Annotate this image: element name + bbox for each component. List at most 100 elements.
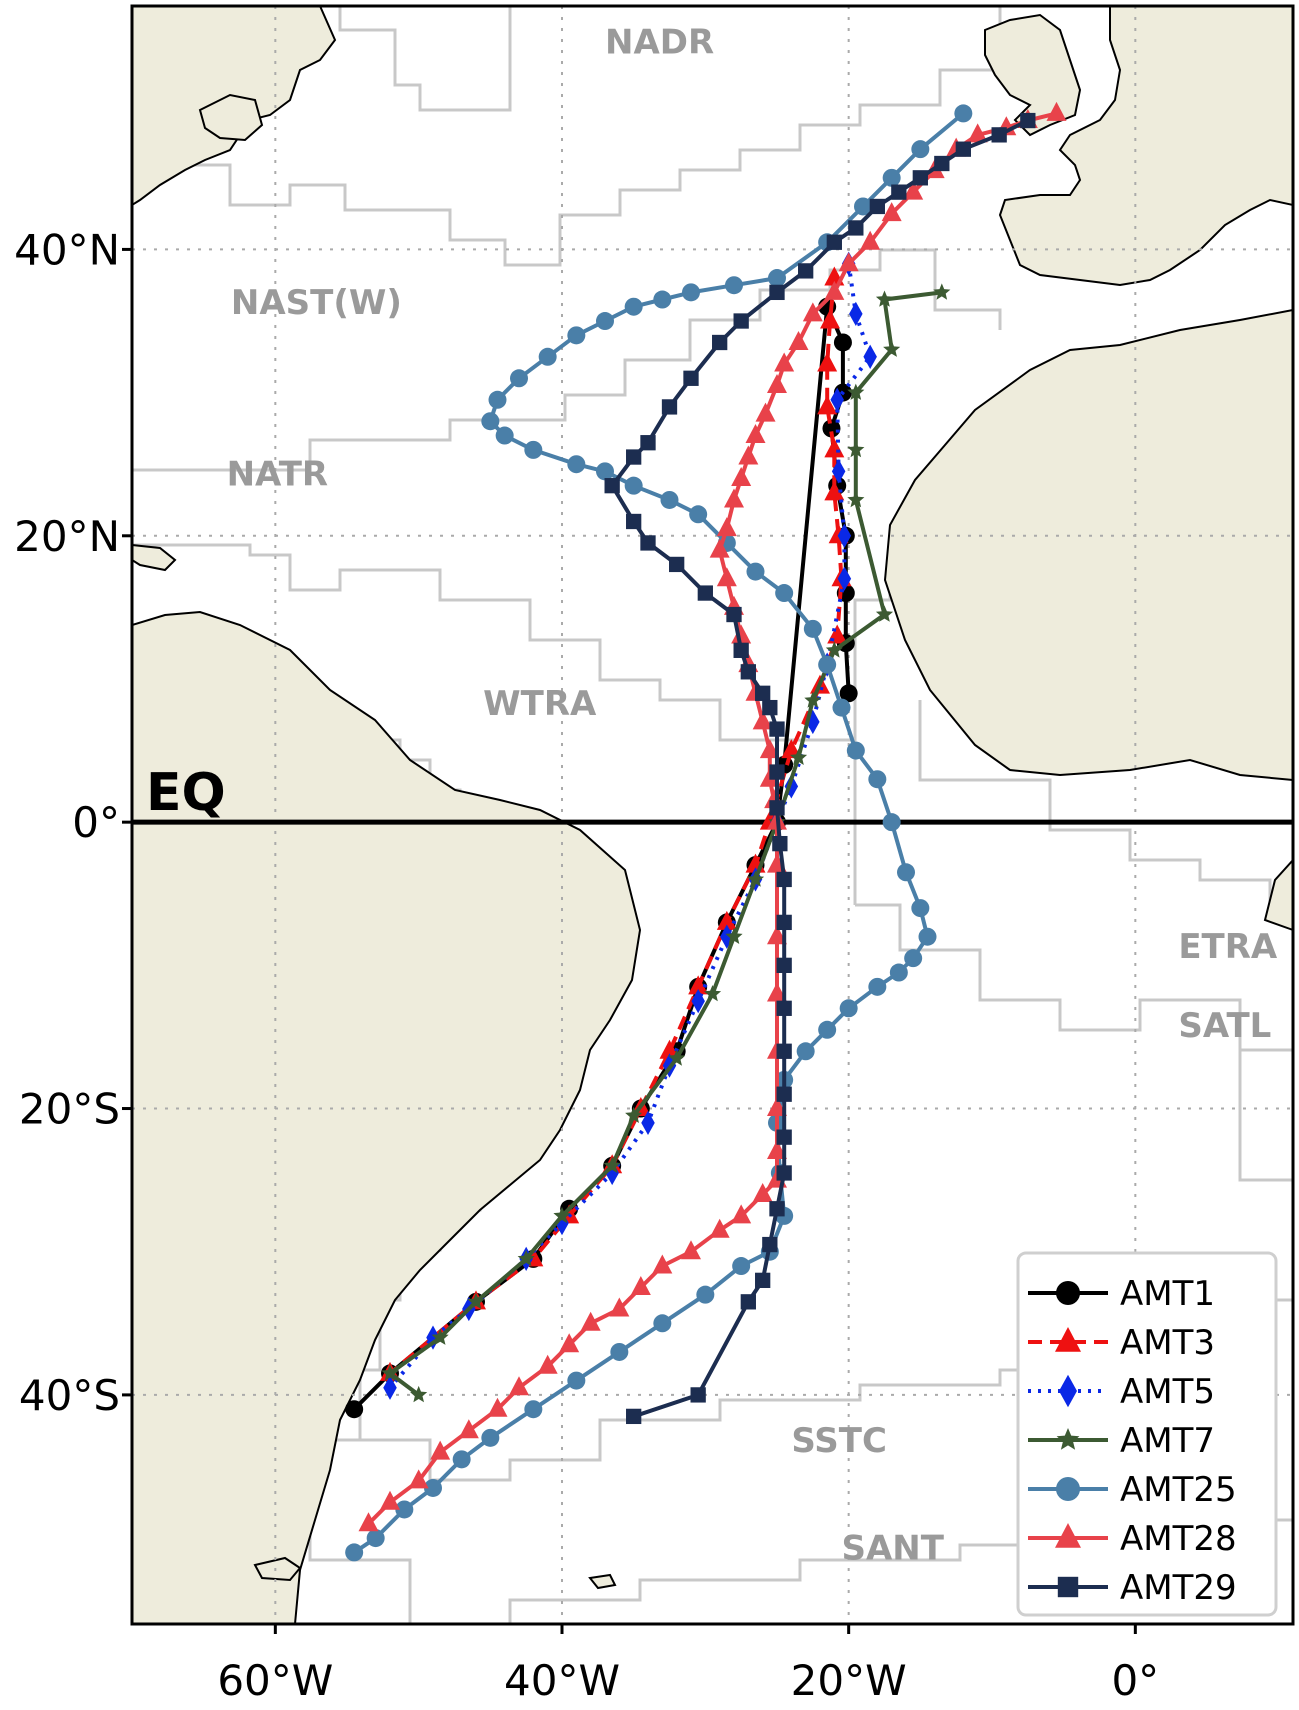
south-georgia-island [588, 1573, 617, 1590]
track-marker [726, 606, 742, 623]
track-marker [912, 170, 928, 186]
track-marker [830, 387, 844, 412]
track-marker [882, 813, 901, 832]
track-marker [776, 1000, 792, 1016]
track-marker [709, 538, 730, 558]
track-marker [509, 1376, 529, 1396]
track-marker [725, 276, 743, 295]
track-marker [847, 383, 865, 400]
track-marker [609, 1297, 630, 1317]
caribbean-islands [132, 543, 177, 572]
track-marker [567, 326, 586, 345]
track-marker [881, 202, 902, 222]
province-labels: NADR NAST(W) NATR WTRA ETRA SATL SSTC SANT [227, 22, 1278, 1568]
track-marker [826, 234, 842, 250]
track-marker [769, 800, 785, 816]
track-marker [682, 283, 700, 302]
track-marker [517, 1249, 535, 1267]
legend-marker [1057, 1576, 1079, 1598]
track-marker [911, 899, 930, 918]
track-marker [537, 1354, 558, 1374]
track-marker [772, 835, 788, 852]
track-marker [868, 977, 887, 996]
track-marker [652, 1254, 673, 1274]
track-marker [625, 1106, 643, 1123]
land-masses [132, 6, 1293, 1624]
track-marker [837, 566, 852, 591]
track-marker [868, 770, 887, 789]
province-label: NAST(W) [231, 283, 402, 323]
track-amt28 [358, 101, 1067, 1532]
legend-marker [1055, 1327, 1081, 1352]
track-marker [380, 1490, 400, 1510]
track-marker [934, 155, 950, 172]
track-marker [991, 127, 1007, 143]
track-line [353, 111, 965, 1555]
track-marker [732, 1257, 751, 1276]
track-marker [345, 1400, 364, 1419]
track-marker [381, 1364, 399, 1381]
south-america-landmass [132, 610, 642, 1624]
legend-entry: AMT5 [1028, 1372, 1215, 1412]
track-marker [776, 957, 792, 973]
track-marker [769, 284, 785, 301]
track-marker [776, 1165, 792, 1181]
track-marker [903, 180, 924, 200]
track-marker [716, 517, 737, 537]
track-marker [624, 476, 643, 495]
africa-landmass [883, 308, 1293, 782]
track-marker [846, 741, 865, 760]
track-marker [776, 914, 792, 931]
track-marker [788, 330, 809, 350]
track-marker [883, 340, 901, 357]
track-marker [431, 1328, 449, 1345]
track-marker [839, 684, 858, 703]
track-marker [875, 290, 894, 307]
track-marker [824, 481, 845, 501]
legend-entries: AMT1 AMT3 AMT5 AMT7 AMT25 AMT28 AMT29 [1028, 1274, 1237, 1608]
track-marker [661, 399, 678, 415]
track-marker [481, 412, 500, 431]
province-boundary [132, 248, 1002, 472]
track-marker [837, 523, 852, 548]
x-tick-label: 40°W [504, 1656, 620, 1705]
legend-label: AMT29 [1120, 1568, 1237, 1608]
track-marker [733, 642, 749, 658]
track-marker [838, 252, 859, 272]
track-marker [774, 352, 795, 372]
legend-entry: AMT25 [1028, 1470, 1237, 1510]
track-marker [745, 424, 766, 444]
track-marker [495, 426, 514, 445]
x-tick-label: 0° [1111, 1656, 1159, 1705]
track-marker [762, 699, 778, 716]
track-marker [426, 1325, 440, 1350]
track-marker [776, 871, 792, 888]
axis-ticks: 60°W 40°W 20°W 0° 40°N 20°N 0° 20°S 40°S [14, 225, 1159, 1705]
track-marker [408, 1469, 429, 1489]
track-marker [752, 710, 773, 730]
legend-entry: AMT29 [1028, 1568, 1237, 1608]
track-marker [822, 419, 841, 438]
track-marker [731, 1204, 752, 1224]
track-marker [524, 440, 543, 459]
track-marker [759, 739, 780, 759]
track-marker [832, 698, 851, 717]
track-marker [510, 369, 528, 388]
track-marker [624, 297, 643, 316]
track-marker [740, 1294, 756, 1310]
track-marker [738, 445, 759, 465]
track-marker [746, 870, 765, 887]
newfoundland-landmass [198, 93, 264, 142]
track-marker [603, 1156, 621, 1174]
track-marker [767, 373, 787, 393]
track-marker [824, 280, 845, 300]
track-marker [933, 283, 951, 300]
track-marker [383, 1375, 397, 1400]
track-marker [481, 1428, 500, 1447]
track-marker [767, 1097, 787, 1117]
map-plot-area: EQ NADR NAST(W) NATR WTRA ETRA SATL SSTC SANT [132, 6, 1293, 1624]
track-marker [818, 1020, 837, 1039]
track-marker [755, 685, 771, 701]
track-marker [596, 312, 614, 331]
track-marker [596, 462, 614, 481]
